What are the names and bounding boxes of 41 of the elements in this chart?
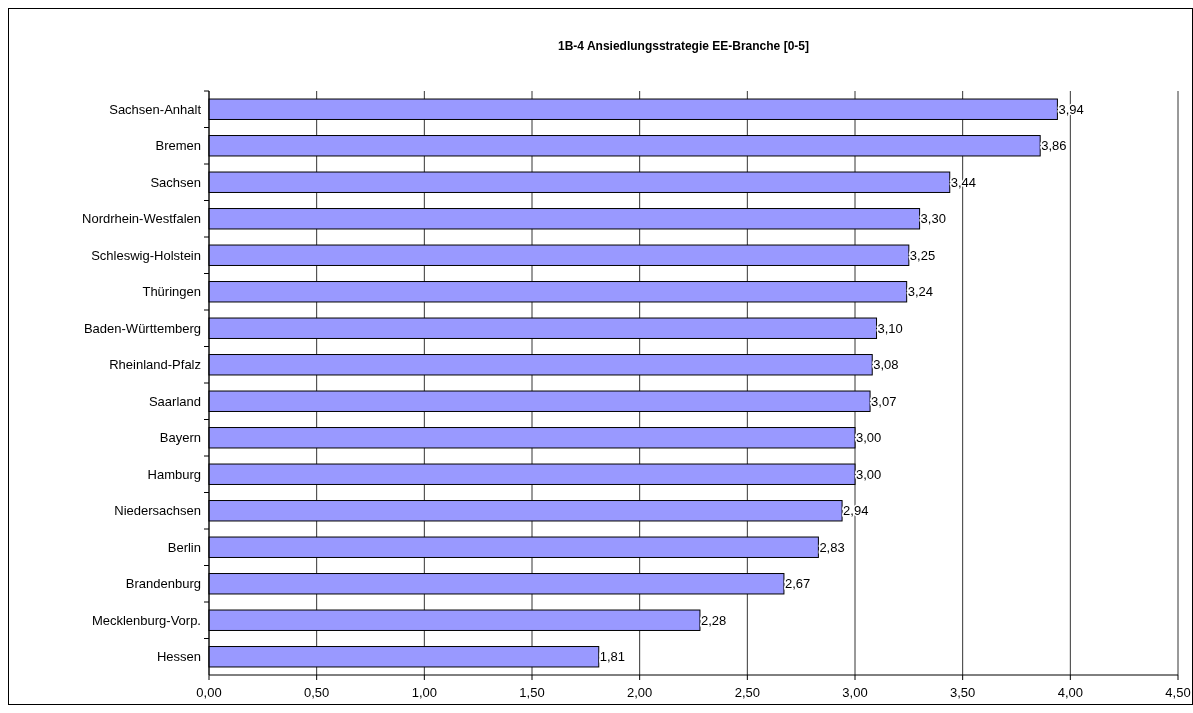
x-tick-label: 3,00 <box>842 685 868 700</box>
data-label: 2,67 <box>784 576 811 592</box>
x-tick-label: 2,50 <box>734 685 760 700</box>
y-tick-label: Bremen <box>155 138 201 154</box>
data-label: 3,86 <box>1041 138 1067 154</box>
x-tick-label: 4,00 <box>1057 685 1083 700</box>
y-tick-label: Schleswig-Holstein <box>91 247 201 263</box>
chart-title: 1B-4 Ansiedlungsstrategie EE-Branche [0-5] <box>558 39 809 53</box>
x-tick-label: 1,00 <box>411 685 437 700</box>
y-tick-label: Sachsen-Anhalt <box>109 101 202 117</box>
x-tick-label: 4,50 <box>1165 685 1191 700</box>
data-label: 3,07 <box>871 393 897 409</box>
y-tick-label: Baden-Württemberg <box>83 320 201 336</box>
x-tick-label: 0,00 <box>196 685 222 700</box>
data-label: 2,83 <box>819 539 845 555</box>
y-tick-label: Nordrhein-Westfalen <box>82 211 201 227</box>
data-label: 2,94 <box>843 503 869 519</box>
y-tick-label: Rheinland-Pfalz <box>109 357 201 373</box>
data-label: 3,25 <box>909 247 936 263</box>
data-label: 3,10 <box>877 320 903 336</box>
y-tick-label: Brandenburg <box>125 576 201 592</box>
y-tick-label: Mecklenburg-Vorp. <box>91 612 201 628</box>
data-label: 2,28 <box>700 612 727 628</box>
x-tick-label: 3,50 <box>950 685 976 700</box>
data-label: 3,00 <box>856 430 882 446</box>
data-label: 1,81 <box>599 649 626 665</box>
y-tick-label: Thüringen <box>142 284 201 300</box>
x-tick-label: 0,50 <box>304 685 330 700</box>
data-label: 3,24 <box>907 284 933 300</box>
data-label: 3,30 <box>920 211 946 227</box>
y-tick-label: Hamburg <box>147 466 201 482</box>
data-label: 3,08 <box>873 357 899 373</box>
x-tick-label: 2,00 <box>627 685 653 700</box>
y-tick-label: Bayern <box>159 430 201 446</box>
y-tick-label: Berlin <box>167 539 201 555</box>
y-tick-label: Saarland <box>148 393 201 409</box>
x-tick-label: 1,50 <box>519 685 545 700</box>
y-tick-label: Niedersachsen <box>114 503 201 519</box>
y-tick-label: Hessen <box>156 649 201 665</box>
y-tick-label: Sachsen <box>150 174 201 190</box>
data-label: 3,00 <box>856 466 882 482</box>
